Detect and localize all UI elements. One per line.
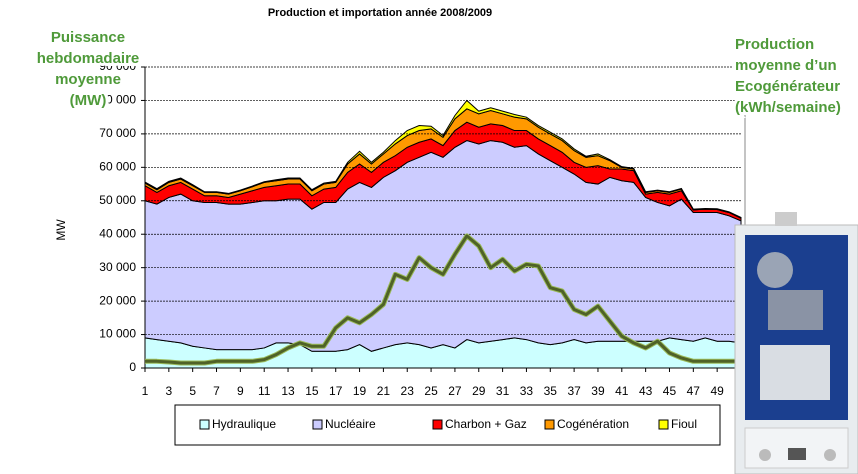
boiler-image	[734, 212, 858, 474]
x-tick-label: 1	[142, 384, 149, 398]
legend-swatch	[658, 419, 669, 430]
x-tick-label: 15	[305, 384, 319, 398]
x-tick-label: 13	[281, 384, 295, 398]
x-tick-label: 5	[189, 384, 196, 398]
y-tick-label: 10 000	[99, 327, 136, 341]
area	[144, 140, 742, 352]
line	[145, 234, 741, 365]
legend-label: Cogénération	[557, 417, 629, 431]
x-tick-label: 43	[639, 384, 653, 398]
legend-swatch	[432, 419, 443, 430]
y-tick-label: 20 000	[99, 293, 136, 307]
legend-swatch	[312, 419, 323, 430]
x-tick-label: 29	[472, 384, 486, 398]
x-tick-label: 35	[544, 384, 558, 398]
right-label: (kWh/semaine)	[735, 99, 841, 116]
legend-label: Fioul	[671, 417, 697, 431]
legend-box	[174, 404, 721, 446]
y-tick-label: 70 000	[99, 126, 136, 140]
chart-title: Production et importation année 2008/200…	[268, 7, 492, 19]
x-tick-label: 49	[710, 384, 724, 398]
x-tick-label: 9	[237, 384, 244, 398]
x-tick-label: 19	[353, 384, 367, 398]
right-label: Ecogénérateur	[735, 78, 840, 95]
x-tick-label: 31	[496, 384, 510, 398]
boiler-knob	[759, 449, 771, 461]
x-tick-label: 39	[591, 384, 605, 398]
y-tick-label: 50 000	[99, 193, 136, 207]
boiler-knob	[824, 449, 836, 461]
y-axis-label: MW	[54, 219, 68, 241]
x-tick-label: 23	[401, 384, 415, 398]
y-tick-label: 80 000	[99, 93, 136, 107]
boiler-part	[760, 345, 830, 400]
x-tick-label: 45	[663, 384, 677, 398]
boiler-top	[775, 212, 797, 226]
y-tick-label: 40 000	[99, 226, 136, 240]
x-tick-label: 47	[687, 384, 701, 398]
right-label: Production	[735, 36, 814, 53]
legend-swatch	[544, 419, 555, 430]
y-tick-label: 60 000	[99, 160, 136, 174]
left-label: moyenne	[55, 71, 121, 88]
x-tick-label: 7	[213, 384, 220, 398]
left-label: hebdomadaire	[37, 50, 140, 67]
legend-label: Nucléaire	[325, 417, 376, 431]
x-tick-label: 27	[448, 384, 462, 398]
x-tick-label: 21	[377, 384, 391, 398]
x-tick-label: 41	[615, 384, 629, 398]
x-tick-label: 37	[567, 384, 581, 398]
boiler-part	[757, 252, 793, 288]
x-tick-label: 25	[424, 384, 438, 398]
x-tick-label: 17	[329, 384, 343, 398]
right-label: moyenne d’un	[735, 57, 837, 74]
boiler-part	[768, 290, 823, 330]
x-tick-label: 33	[520, 384, 534, 398]
y-tick-label: 30 000	[99, 260, 136, 274]
legend-label: Hydraulique	[212, 417, 276, 431]
left-label: (MW)	[70, 92, 107, 109]
x-tick-label: 11	[258, 384, 271, 398]
left-label: Puissance	[51, 29, 125, 46]
y-tick-label: 90 000	[99, 59, 136, 73]
legend-label: Charbon + Gaz	[445, 417, 527, 431]
area	[144, 99, 742, 219]
x-tick-label: 3	[165, 384, 172, 398]
legend-swatch	[199, 419, 210, 430]
y-tick-label: 0	[129, 360, 136, 374]
boiler-screen	[788, 448, 806, 460]
